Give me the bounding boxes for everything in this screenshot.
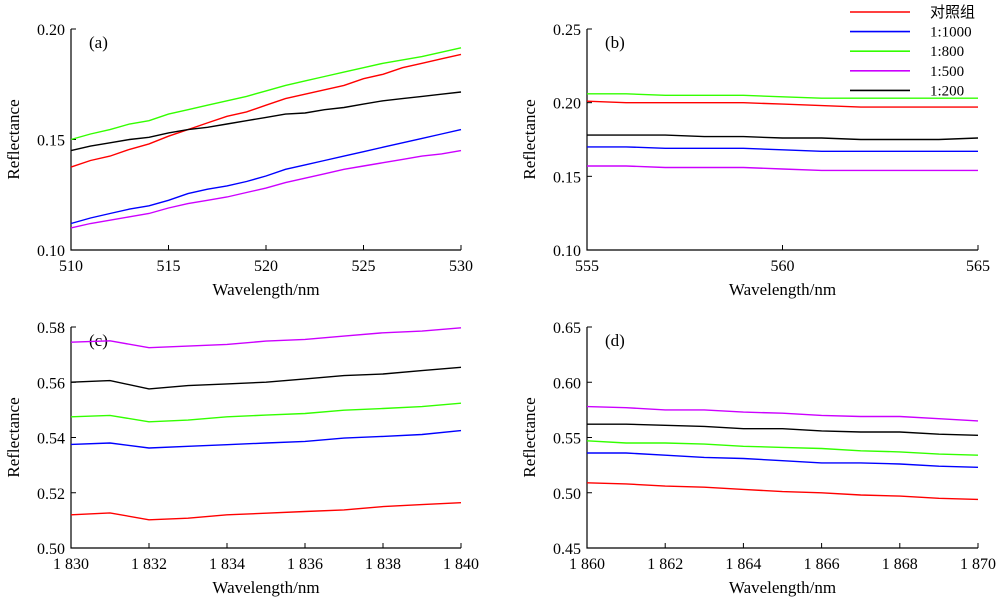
- series-line-4: [70, 91, 462, 152]
- x-tick-label: 520: [254, 258, 278, 275]
- x-tick-label: 525: [352, 258, 376, 275]
- legend-item: 1:800: [850, 44, 964, 60]
- x-tick-label: 1 870: [960, 556, 996, 573]
- legend: 对照组 1:1000 1:800 1:500 1:200: [850, 4, 975, 99]
- panel-label: (d): [605, 331, 625, 350]
- x-tick-label: 1 864: [725, 556, 761, 573]
- y-tick-label: 0.45: [553, 541, 581, 558]
- x-axis-title: Wavelength/nm: [729, 578, 836, 597]
- x-tick-label: 1 862: [647, 556, 683, 573]
- y-tick-label: 0.52: [37, 486, 65, 503]
- panel-d: 1 860 1 862 1 864 1 866 1 868 1 870 0.45 0.50 0.…: [520, 320, 996, 597]
- series-line-2: [586, 440, 979, 456]
- series-line-2: [70, 402, 462, 423]
- legend-item: 1:500: [850, 64, 964, 80]
- x-axis-title: Wavelength/nm: [212, 578, 319, 597]
- panel-label: (b): [605, 33, 625, 52]
- legend-label: 1:800: [930, 44, 964, 60]
- x-tick-label: 1 832: [131, 556, 167, 573]
- x-axis-title: Wavelength/nm: [729, 280, 836, 299]
- series-line-2: [587, 93, 978, 99]
- y-axis-title: Reflectance: [4, 397, 23, 477]
- legend-item: 对照组: [850, 4, 975, 21]
- series-line-3: [587, 165, 978, 172]
- series-line-1: [70, 429, 462, 449]
- series-line-3: [70, 327, 462, 349]
- legend-item: 1:200: [850, 83, 964, 99]
- legend-label: 对照组: [930, 4, 975, 21]
- y-tick-label: 0.15: [37, 133, 65, 150]
- x-tick-label: 560: [771, 258, 795, 275]
- series-line-1: [587, 452, 979, 468]
- y-tick-label: 0.25: [553, 22, 581, 39]
- y-tick-label: 0.54: [37, 431, 65, 448]
- panel-b: 555 560 565 0.10 0.15 0.20 0.25 Wavelength/nm Re…: [520, 22, 990, 299]
- x-tick-label: 1 860: [569, 556, 605, 573]
- y-tick-label: 0.60: [553, 375, 581, 392]
- series-line-2: [70, 47, 462, 141]
- x-tick-label: 530: [449, 258, 473, 275]
- x-tick-label: 1 834: [209, 556, 245, 573]
- axis-frame: [70, 327, 461, 549]
- series-line-0: [70, 502, 462, 521]
- y-tick-label: 0.50: [553, 486, 581, 503]
- series-line-0: [70, 53, 462, 168]
- x-tick-label: 565: [966, 258, 990, 275]
- y-axis-title: Reflectance: [520, 99, 539, 179]
- y-tick-label: 0.56: [37, 375, 65, 392]
- x-tick-label: 515: [157, 258, 181, 275]
- x-tick-label: 1 830: [53, 556, 89, 573]
- x-axis-title: Wavelength/nm: [212, 280, 319, 299]
- y-tick-label: 0.55: [553, 431, 581, 448]
- series-line-1: [587, 146, 978, 153]
- legend-item: 1:1000: [850, 25, 972, 41]
- series-line-0: [586, 482, 979, 501]
- x-tick-label: 555: [575, 258, 599, 275]
- panel-c: 1 830 1 832 1 834 1 836 1 838 1 840 0.50 0.52 0.…: [4, 320, 479, 597]
- y-tick-label: 0.15: [553, 169, 581, 186]
- y-tick-label: 0.20: [37, 22, 65, 39]
- panel-label: (a): [89, 33, 108, 52]
- legend-label: 1:500: [930, 64, 964, 80]
- x-tick-label: 1 840: [443, 556, 479, 573]
- axis-frame: [586, 327, 978, 549]
- series-line-3: [70, 149, 462, 229]
- x-tick-label: 510: [59, 258, 83, 275]
- y-tick-label: 0.50: [37, 541, 65, 558]
- chart-panels: 510 515 520 525 530 0.10 0.15 0.20 Wavelength/nm…: [4, 22, 996, 597]
- legend-label: 1:1000: [930, 25, 972, 41]
- x-tick-label: 1 866: [804, 556, 840, 573]
- series-line-0: [586, 100, 978, 108]
- series-line-1: [70, 128, 462, 225]
- series-line-4: [70, 366, 462, 390]
- y-tick-label: 0.10: [37, 243, 65, 260]
- y-tick-label: 0.65: [553, 320, 581, 337]
- y-tick-label: 0.10: [553, 243, 581, 260]
- x-tick-label: 1 868: [882, 556, 918, 573]
- x-tick-label: 1 836: [287, 556, 323, 573]
- panel-label: (c): [89, 331, 108, 350]
- series-line-3: [586, 405, 979, 422]
- panel-a: 510 515 520 525 530 0.10 0.15 0.20 Wavelength/nm…: [4, 22, 473, 299]
- series-line-4: [587, 134, 979, 141]
- series-line-4: [587, 423, 979, 436]
- y-tick-label: 0.58: [37, 320, 65, 337]
- x-tick-label: 1 838: [365, 556, 401, 573]
- legend-label: 1:200: [930, 83, 964, 99]
- y-tick-label: 0.20: [553, 96, 581, 113]
- y-axis-title: Reflectance: [4, 99, 23, 179]
- y-axis-title: Reflectance: [520, 397, 539, 477]
